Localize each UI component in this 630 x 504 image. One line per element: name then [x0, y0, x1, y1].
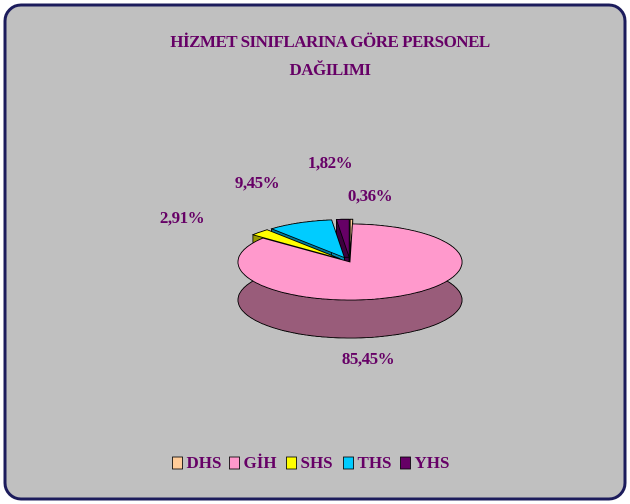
legend-label: GİH [244, 453, 277, 472]
legend-label: THS [358, 453, 392, 472]
legend-swatch [286, 456, 297, 470]
chart-title: HİZMET SINIFLARINA GÖRE PERSONEL DAĞILIM… [170, 32, 490, 79]
data-label: 2,91% [160, 208, 204, 227]
legend-swatch [343, 456, 354, 470]
data-label: 9,45% [235, 173, 279, 192]
data-label: 1,82% [308, 153, 352, 172]
data-label: 85,45% [342, 349, 394, 368]
slice [237, 223, 463, 301]
slice [349, 218, 354, 258]
slice [251, 229, 341, 260]
slice [270, 219, 346, 259]
legend-swatch [172, 456, 183, 470]
legend-swatch [229, 456, 240, 470]
data-label: 0,36% [348, 186, 392, 205]
legend-label: YHS [415, 453, 450, 472]
legend-label: DHS [187, 453, 222, 472]
legend-swatch [400, 456, 411, 470]
legend-label: SHS [301, 453, 333, 472]
slice [335, 218, 350, 258]
